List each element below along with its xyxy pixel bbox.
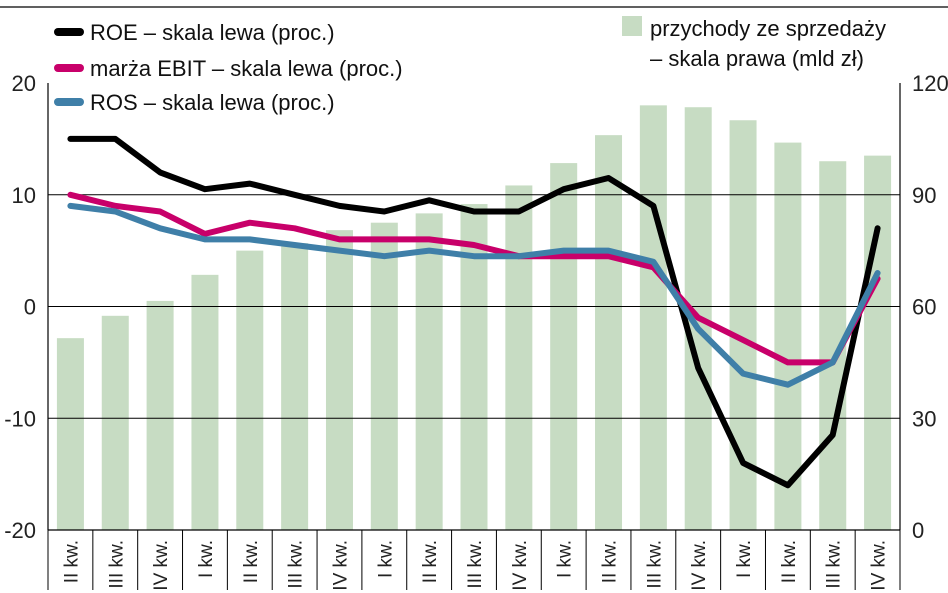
legend-ebit-label: marża EBIT – skala lewa (proc.) bbox=[90, 56, 403, 81]
revenue-bar bbox=[281, 243, 309, 531]
legend: ROE – skala lewa (proc.) marża EBIT – sk… bbox=[54, 16, 886, 115]
revenue-bar bbox=[325, 230, 353, 530]
revenue-bar bbox=[415, 213, 443, 530]
revenue-bar bbox=[774, 142, 802, 530]
x-tick-label: IV kw. bbox=[151, 540, 172, 591]
revenue-bar bbox=[864, 155, 892, 530]
bars-layer bbox=[56, 105, 892, 531]
x-tick-label: IV kw. bbox=[510, 540, 531, 591]
x-tick-label: III kw. bbox=[824, 540, 845, 589]
right-tick-label: 30 bbox=[912, 406, 936, 431]
x-tick-label: I kw. bbox=[555, 540, 576, 578]
revenue-bar bbox=[101, 315, 129, 530]
revenue-bar bbox=[505, 185, 533, 530]
grid-layer bbox=[0, 6, 948, 590]
x-tick-label: III kw. bbox=[106, 540, 127, 589]
left-tick-label: -10 bbox=[4, 406, 36, 431]
x-tick-label: IV kw. bbox=[869, 540, 890, 591]
x-tick-label: I kw. bbox=[734, 540, 755, 578]
x-tick-label: IV kw. bbox=[689, 540, 710, 591]
left-tick-label: -20 bbox=[4, 518, 36, 543]
right-tick-label: 0 bbox=[912, 518, 924, 543]
legend-roe-label: ROE – skala lewa (proc.) bbox=[90, 20, 335, 45]
legend-revenue-label-line2: – skala prawa (mld zł) bbox=[650, 46, 864, 71]
revenue-bar bbox=[146, 300, 174, 530]
right-tick-label: 90 bbox=[912, 183, 936, 208]
revenue-bar bbox=[550, 163, 578, 530]
revenue-bar bbox=[56, 338, 84, 530]
series-line-ros bbox=[67, 202, 881, 388]
x-tick-label: II kw. bbox=[420, 540, 441, 583]
series-line-ebit bbox=[67, 191, 881, 366]
legend-revenue-label-line1: przychody ze sprzedaży bbox=[650, 16, 886, 41]
right-tick-label: 60 bbox=[912, 295, 936, 320]
revenue-bar bbox=[191, 274, 219, 530]
left-tick-label: 20 bbox=[12, 71, 36, 96]
left-tick-label: 10 bbox=[12, 183, 36, 208]
series-line-roe bbox=[67, 135, 881, 489]
revenue-bar bbox=[595, 135, 623, 530]
x-tick-label: II kw. bbox=[779, 540, 800, 583]
lines-layer bbox=[67, 135, 881, 489]
left-tick-label: 0 bbox=[24, 295, 36, 320]
ticks-layer: 20 10 0 -10 -20 120 90 60 30 0 II kw. III kw. IV kw.… bbox=[4, 71, 948, 591]
x-tick-label: IV kw. bbox=[330, 540, 351, 591]
x-tick-label: II kw. bbox=[61, 540, 82, 583]
legend-revenue-swatch bbox=[622, 16, 642, 36]
revenue-bar bbox=[370, 222, 398, 530]
right-tick-label: 120 bbox=[912, 71, 948, 96]
x-tick-label: I kw. bbox=[196, 540, 217, 578]
x-tick-label: I kw. bbox=[375, 540, 396, 578]
revenue-bar bbox=[639, 105, 667, 530]
x-tick-label: III kw. bbox=[644, 540, 665, 589]
x-tick-label: II kw. bbox=[600, 540, 621, 583]
x-tick-label: III kw. bbox=[465, 540, 486, 589]
x-tick-label: II kw. bbox=[241, 540, 262, 583]
x-tick-label: III kw. bbox=[286, 540, 307, 589]
legend-ros-label: ROS – skala lewa (proc.) bbox=[90, 90, 335, 115]
revenue-bar bbox=[236, 250, 264, 530]
